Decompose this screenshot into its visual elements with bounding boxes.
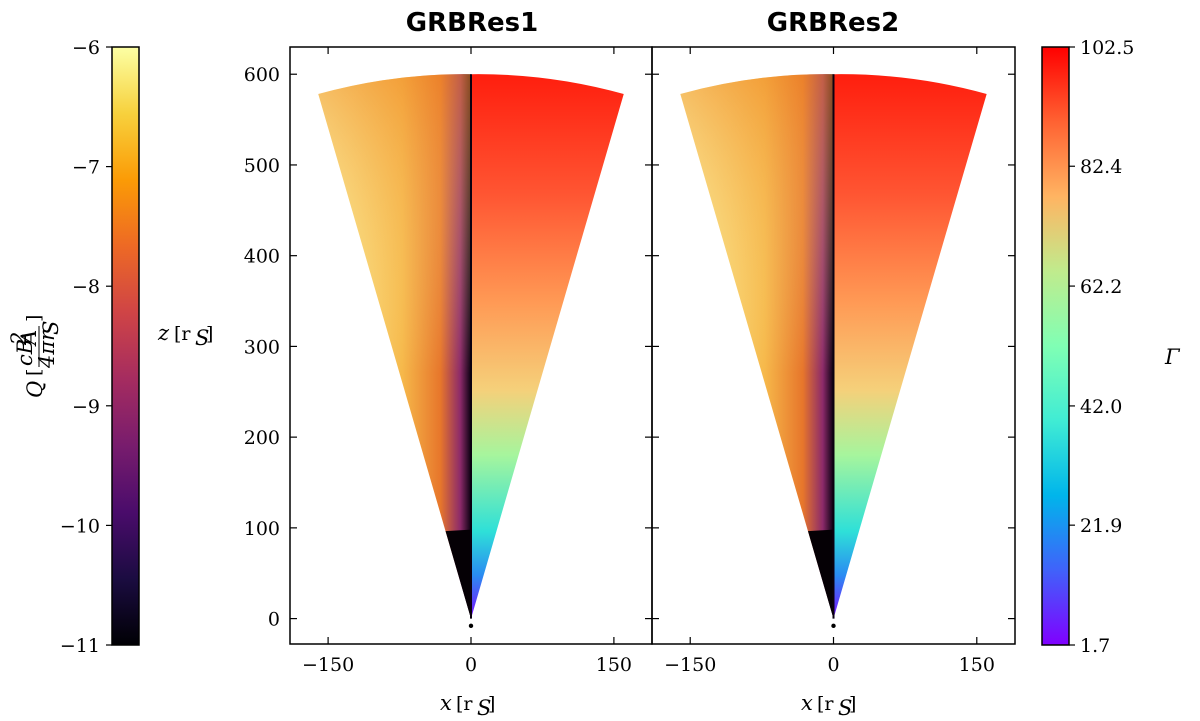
gamma-colorbar-tick-label: 82.4 bbox=[1080, 156, 1122, 178]
q-colorbar-tick-label: −8 bbox=[72, 276, 100, 298]
gamma-colorbar-tick-label: 42.0 bbox=[1080, 396, 1122, 418]
y-tick-label: 400 bbox=[244, 246, 280, 268]
svg-text:S: S bbox=[838, 696, 852, 720]
gamma-colorbar: 1.7 21.9 42.0 62.2 82.4 102.5 bbox=[1041, 37, 1134, 657]
gamma-field-half bbox=[833, 74, 987, 619]
svg-text:[r: [r bbox=[456, 693, 473, 715]
x-tick-label: 0 bbox=[465, 654, 477, 676]
panel-title-grbres2: GRBRes2 bbox=[767, 8, 899, 38]
gamma-colorbar-tick-label: 62.2 bbox=[1080, 276, 1122, 298]
y-label-symbol: z bbox=[157, 321, 170, 345]
q-field-half-shading bbox=[318, 74, 471, 619]
q-field-half-shading bbox=[680, 74, 834, 619]
svg-text:[: [ bbox=[23, 369, 45, 376]
q-label-numerator-sup: 2 bbox=[7, 332, 31, 346]
q-colorbar-tick-label: −6 bbox=[72, 37, 100, 59]
gamma-label: Γ bbox=[1164, 345, 1181, 369]
q-colorbar-body bbox=[111, 46, 140, 646]
y-axis-label: z [r S ] bbox=[157, 321, 213, 350]
svg-text:]: ] bbox=[23, 315, 45, 322]
gamma-colorbar-tick-label: 102.5 bbox=[1080, 37, 1134, 59]
x-axis-label-grbres2: x [r S ] bbox=[801, 691, 856, 720]
y-tick-label: 500 bbox=[244, 155, 280, 177]
q-colorbar-label: Q [ cB 2 A 4πr S ] bbox=[7, 315, 63, 398]
x-tick-label: 0 bbox=[827, 654, 839, 676]
panel-grbres2: −150 0 150 bbox=[651, 46, 1016, 676]
q-colorbar-tick-label: −7 bbox=[72, 157, 100, 179]
svg-text:S: S bbox=[477, 696, 491, 720]
q-label-numerator-sub: A bbox=[17, 330, 41, 347]
q-inner-dark-region bbox=[445, 529, 471, 619]
gamma-colorbar-label: Γ bbox=[1164, 345, 1181, 369]
gamma-colorbar-body bbox=[1041, 46, 1070, 646]
y-label-unit: [r bbox=[174, 323, 191, 345]
y-tick-label: 0 bbox=[268, 609, 280, 631]
q-label-symbol: Q bbox=[23, 381, 47, 398]
q-label-denominator-sub: S bbox=[39, 321, 63, 335]
origin-dot bbox=[468, 623, 474, 629]
y-label-close: ] bbox=[206, 323, 213, 345]
svg-text:x: x bbox=[440, 691, 452, 715]
x-tick-label: −150 bbox=[664, 654, 716, 676]
svg-text:[r: [r bbox=[817, 693, 834, 715]
q-colorbar-tick-label: −10 bbox=[60, 515, 100, 537]
y-tick-label: 200 bbox=[244, 427, 280, 449]
y-tick-label: 300 bbox=[244, 336, 280, 358]
origin-dot bbox=[831, 623, 836, 629]
y-label-sub: S bbox=[195, 326, 209, 350]
q-inner-dark-region bbox=[807, 529, 834, 619]
q-colorbar-tick-label: −9 bbox=[72, 396, 100, 418]
svg-text:x: x bbox=[801, 691, 813, 715]
y-tick-label: 600 bbox=[244, 64, 280, 86]
panel-grbres1: −150 0 150 0 100 200 300 400 500 600 bbox=[244, 46, 653, 676]
svg-text:]: ] bbox=[849, 693, 856, 715]
q-colorbar-tick-label: −11 bbox=[60, 635, 100, 657]
q-label-numerator: cB bbox=[13, 339, 37, 366]
x-tick-label: 150 bbox=[596, 654, 632, 676]
q-label-denominator: 4πr bbox=[35, 329, 59, 369]
svg-text:]: ] bbox=[488, 693, 495, 715]
gamma-colorbar-tick-label: 1.7 bbox=[1080, 635, 1110, 657]
x-tick-label: −150 bbox=[302, 654, 354, 676]
gamma-field-half bbox=[471, 74, 624, 619]
x-tick-label: 150 bbox=[959, 654, 995, 676]
panel-title-grbres1: GRBRes1 bbox=[406, 8, 538, 38]
q-colorbar: −11 −10 −9 −8 −7 −6 bbox=[60, 37, 140, 657]
y-tick-label: 100 bbox=[244, 518, 280, 540]
x-axis-label-grbres1: x [r S ] bbox=[440, 691, 495, 720]
gamma-colorbar-tick-label: 21.9 bbox=[1080, 515, 1122, 537]
